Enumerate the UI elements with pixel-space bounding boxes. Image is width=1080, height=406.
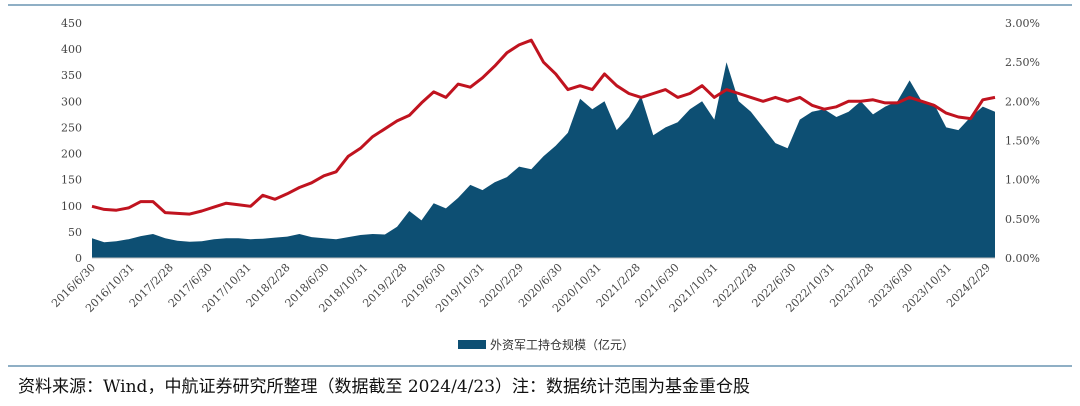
right-axis-ticks: 0.00% 0.50% 1.00% 1.50% 2.00% 2.50% 3.00% (1005, 17, 1040, 265)
holding-scale-area (92, 62, 995, 259)
left-tick-label: 400 (61, 43, 82, 56)
right-tick-label: 0.00% (1005, 252, 1040, 265)
left-tick-label: 0 (75, 252, 82, 265)
legend-label: 外资军工持仓规模（亿元） (490, 337, 634, 352)
left-tick-label: 250 (61, 121, 82, 134)
legend-swatch (458, 340, 486, 349)
left-tick-label: 350 (61, 69, 82, 82)
left-tick-label: 50 (68, 226, 82, 239)
right-tick-label: 2.50% (1005, 56, 1040, 69)
left-tick-label: 200 (61, 148, 82, 161)
left-tick-label: 100 (61, 200, 82, 213)
left-tick-label: 300 (61, 95, 82, 108)
left-axis-ticks: 0 50 100 150 200 250 300 350 400 450 (61, 17, 82, 265)
left-tick-label: 150 (61, 174, 82, 187)
holding-ratio-line (91, 38, 996, 216)
left-tick-label: 450 (61, 17, 82, 30)
right-tick-label: 2.00% (1005, 95, 1040, 108)
right-tick-label: 0.50% (1005, 213, 1040, 226)
right-tick-label: 3.00% (1005, 17, 1040, 30)
right-tick-label: 1.00% (1005, 174, 1040, 187)
right-tick-label: 1.50% (1005, 135, 1040, 148)
source-note: 资料来源：Wind，中航证券研究所整理（数据截至 2024/4/23）注：数据统… (18, 377, 751, 397)
legend: 外资军工持仓规模（亿元） (458, 337, 634, 352)
x-axis-ticks: 2016/6/302016/10/312017/2/282017/6/30201… (49, 261, 993, 315)
